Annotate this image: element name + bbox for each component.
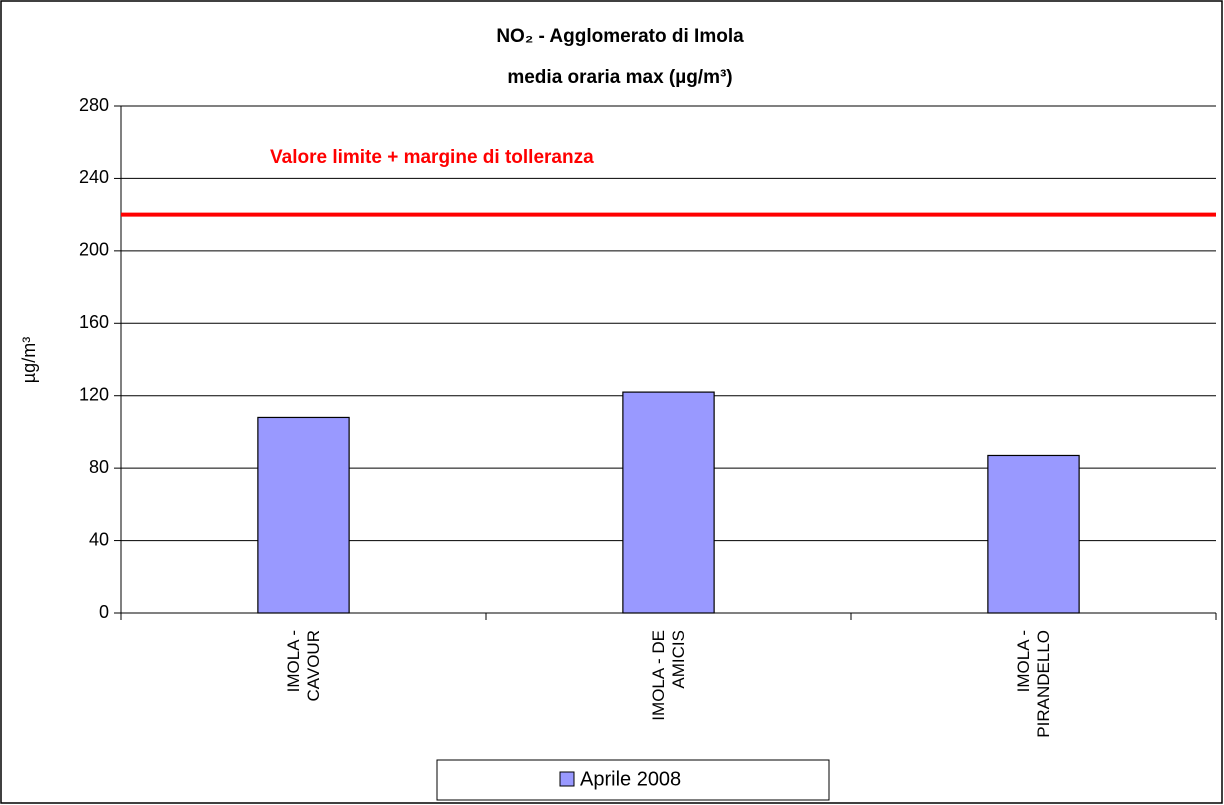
y-tick-label: 240 xyxy=(79,167,109,187)
bar xyxy=(987,454,1080,614)
reference-label: Valore limite + margine di tolleranza xyxy=(270,147,594,168)
legend-label: Aprile 2008 xyxy=(580,768,681,790)
bar xyxy=(622,391,715,614)
legend-swatch xyxy=(559,771,575,787)
chart-title: NO₂ - Agglomerato di Imola xyxy=(496,26,744,47)
x-tick-label: IMOLA - PIRANDELLO xyxy=(1013,630,1053,738)
legend-box xyxy=(436,759,830,801)
y-tick-label: 280 xyxy=(79,95,109,115)
y-tick-label: 80 xyxy=(89,457,109,477)
y-tick-label: 200 xyxy=(79,240,109,260)
y-axis-label: µg/m³ xyxy=(19,337,39,383)
y-tick-label: 120 xyxy=(79,384,109,404)
chart-subtitle: media oraria max (µg/m³) xyxy=(507,67,732,88)
x-tick-label: IMOLA - CAVOUR xyxy=(283,630,323,702)
x-tick-label: IMOLA - DE AMICIS xyxy=(648,630,688,721)
y-tick-label: 40 xyxy=(89,529,109,549)
bar xyxy=(257,416,350,614)
y-tick-label: 160 xyxy=(79,312,109,332)
y-tick-label: 0 xyxy=(99,602,109,622)
